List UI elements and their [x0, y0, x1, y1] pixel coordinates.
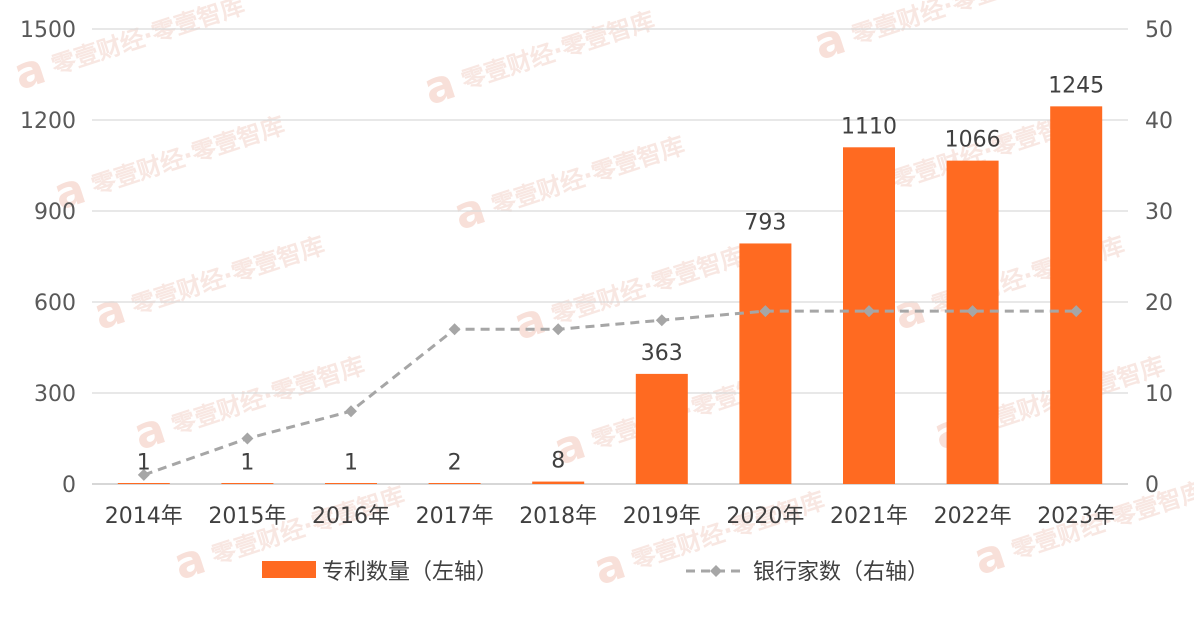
line-point — [655, 314, 668, 327]
watermark-logo: a — [808, 13, 852, 71]
watermark-text: 零壹财经·零壹智库 — [127, 231, 328, 320]
y-right-tick-label: 50 — [1145, 18, 1173, 43]
x-tick-label: 2023年 — [1037, 504, 1115, 529]
x-tick-label: 2018年 — [519, 504, 597, 529]
data-labels: 1 1 1 2 8 363 793 1110 1066 1245 — [137, 73, 1104, 475]
y-left-tick-label: 600 — [34, 291, 76, 316]
bar — [739, 243, 792, 484]
line-path — [143, 309, 1077, 477]
watermark-text: 零壹财经·零壹智库 — [547, 241, 748, 330]
bar-data-label: 1 — [137, 451, 151, 476]
watermark-logo: a — [8, 43, 52, 101]
bar — [117, 483, 170, 484]
bar — [325, 483, 377, 484]
watermark-logo: a — [418, 58, 462, 116]
y-left-tick-label: 300 — [34, 382, 76, 407]
bar — [428, 483, 481, 484]
line-point — [863, 305, 875, 318]
legend: 专利数量（左轴） 银行家数（右轴） — [262, 560, 929, 585]
bar-data-label: 2 — [448, 450, 462, 475]
y-right-tick-label: 30 — [1145, 200, 1173, 225]
y-right-tick-label: 40 — [1145, 109, 1173, 134]
line-point — [552, 323, 565, 336]
bar-data-label: 8 — [551, 449, 565, 474]
watermark-text: 零壹财经·零壹智库 — [87, 111, 288, 200]
legend-line-label: 银行家数（右轴） — [753, 560, 929, 585]
watermark-logo: a — [588, 538, 632, 596]
bar — [221, 483, 274, 484]
bar — [946, 160, 999, 484]
y-right-tick-label: 10 — [1145, 382, 1173, 407]
x-tick-label: 2015年 — [208, 504, 286, 529]
bar-data-label: 1066 — [945, 128, 1001, 153]
x-tick-label: 2019年 — [623, 504, 701, 529]
bar-data-label: 1110 — [841, 114, 897, 139]
y-left-tick-label: 0 — [62, 473, 76, 498]
bar-data-label: 1 — [240, 451, 254, 476]
line-point — [241, 432, 254, 445]
watermark-logo: a — [968, 528, 1012, 586]
y-right-tick-label: 20 — [1145, 291, 1173, 316]
watermark-text: 零壹财经·零壹智库 — [847, 0, 1048, 50]
line-point — [759, 305, 772, 318]
legend-line-marker — [710, 565, 722, 577]
legend-bar-swatch — [262, 561, 316, 578]
watermark-text: 零壹财经·零壹智库 — [167, 351, 368, 440]
bar — [635, 373, 688, 484]
x-tick-label: 2021年 — [830, 504, 908, 529]
line-series — [137, 305, 1083, 481]
watermark-text: 零壹财经·零壹智库 — [47, 0, 248, 80]
bar-data-label: 793 — [744, 210, 786, 235]
line-point — [966, 305, 979, 318]
bar-data-label: 1245 — [1048, 73, 1104, 98]
watermark-logo: a — [168, 533, 212, 591]
bar-data-label: 1 — [344, 451, 358, 476]
line-point — [345, 405, 357, 418]
bar-data-label: 363 — [641, 341, 683, 366]
y-left-tick-label: 1200 — [20, 109, 76, 134]
legend-bar-label: 专利数量（左轴） — [322, 560, 498, 585]
x-tick-label: 2017年 — [416, 504, 494, 529]
bar — [532, 481, 585, 484]
watermark-logo: a — [88, 283, 132, 341]
bar-series — [117, 106, 1103, 485]
bar — [1050, 106, 1103, 484]
watermark-text: 零壹财经·零壹智库 — [457, 6, 658, 95]
y-right-tick-label: 0 — [1145, 473, 1159, 498]
x-tick-label: 2014年 — [105, 504, 183, 529]
x-tick-label: 2022年 — [934, 504, 1012, 529]
y-left-tick-label: 900 — [34, 200, 76, 225]
x-tick-label: 2016年 — [312, 504, 390, 529]
watermark-text: 零壹财经·零壹智库 — [487, 131, 688, 220]
x-tick-label: 2020年 — [726, 504, 804, 529]
line-point — [448, 323, 461, 336]
line-point — [137, 468, 150, 481]
line-point — [1070, 305, 1083, 318]
y-left-tick-label: 1500 — [20, 18, 76, 43]
axes: 0 300 600 900 1200 1500 0 10 20 30 40 50 2014年 2015年 2… — [20, 18, 1173, 529]
